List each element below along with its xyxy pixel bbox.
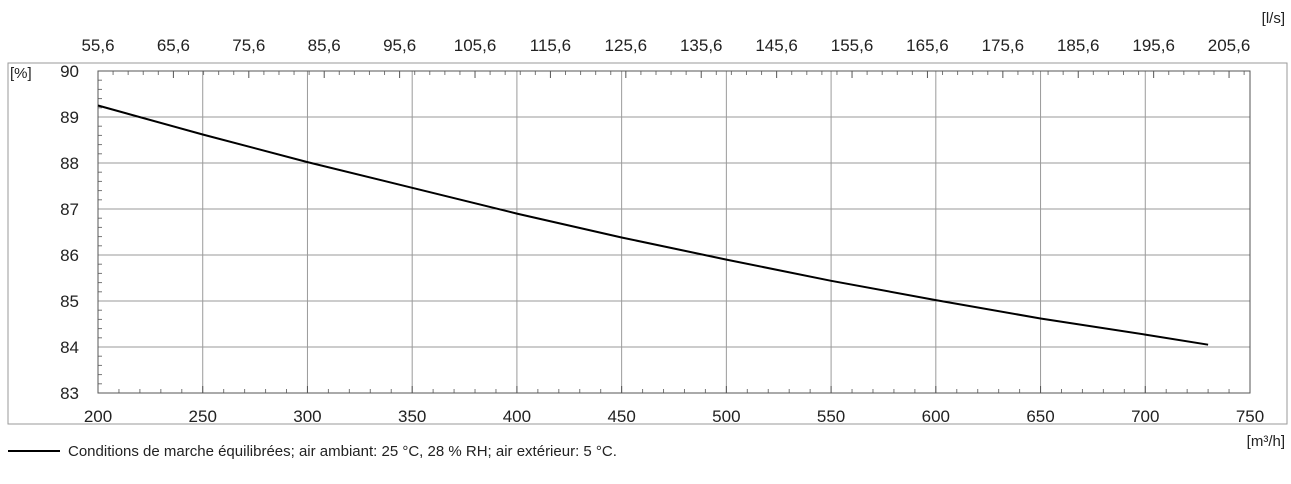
y-tick-label: 83 [60,384,79,403]
y-tick-label: 88 [60,154,79,173]
x-tick-label: 200 [84,407,112,426]
y-tick-label: 90 [60,62,79,81]
top-tick-label: 95,6 [383,36,416,55]
top-tick-label: 155,6 [831,36,874,55]
x-tick-label: 350 [398,407,426,426]
y-tick-labels: 83 84 85 86 87 88 89 90 [60,62,79,403]
top-tick-label: 105,6 [454,36,497,55]
top-tick-label: 145,6 [755,36,798,55]
top-tick-label: 185,6 [1057,36,1100,55]
x-tick-labels: 200 250 300 350 400 450 500 550 600 650 700 750 [84,407,1264,426]
x-tick-label: 600 [922,407,950,426]
plot-area [97,70,1251,394]
legend: Conditions de marche équilibrées; air am… [8,440,617,462]
x-tick-label: 500 [712,407,740,426]
x-tick-label: 550 [817,407,845,426]
series-group [97,104,1209,346]
top-tick-label: 135,6 [680,36,723,55]
top-tick-label: 165,6 [906,36,949,55]
x-tick-label: 400 [503,407,531,426]
x-tick-label: 700 [1131,407,1159,426]
y-tick-label: 87 [60,200,79,219]
y-tick-label: 84 [60,338,79,357]
top-tick-label: 115,6 [530,36,571,55]
top-tick-label: 195,6 [1132,36,1175,55]
legend-line-swatch [8,450,60,452]
legend-label: Conditions de marche équilibrées; air am… [68,442,617,460]
x-tick-label: 650 [1026,407,1054,426]
x-tick-label: 250 [189,407,217,426]
minor-ticks [97,71,1251,393]
y-tick-label: 86 [60,246,79,265]
y-tick-label: 85 [60,292,79,311]
top-tick-label: 125,6 [605,36,648,55]
chart-frame [7,62,1288,425]
y-unit-label: [%] [10,65,32,82]
x-tick-label: 450 [607,407,635,426]
top-tick-label: 205,6 [1208,36,1251,55]
x-tick-label: 300 [293,407,321,426]
top-tick-label: 85,6 [308,36,341,55]
top-tick-labels: 55,6 65,6 75,6 85,6 95,6 105,6 115,6 125,6 135,6… [81,36,1250,55]
top-tick-label: 175,6 [982,36,1025,55]
top-tick-label: 55,6 [81,36,114,55]
grid-lines [98,71,1250,393]
top-tick-label: 75,6 [232,36,265,55]
top-tick-label: 65,6 [157,36,190,55]
x-unit-label: [m³/h] [1247,433,1285,450]
x-tick-label: 750 [1236,407,1264,426]
y-tick-label: 89 [60,108,79,127]
series-line-0 [97,104,1209,346]
top-unit-label: [l/s] [1262,10,1285,27]
